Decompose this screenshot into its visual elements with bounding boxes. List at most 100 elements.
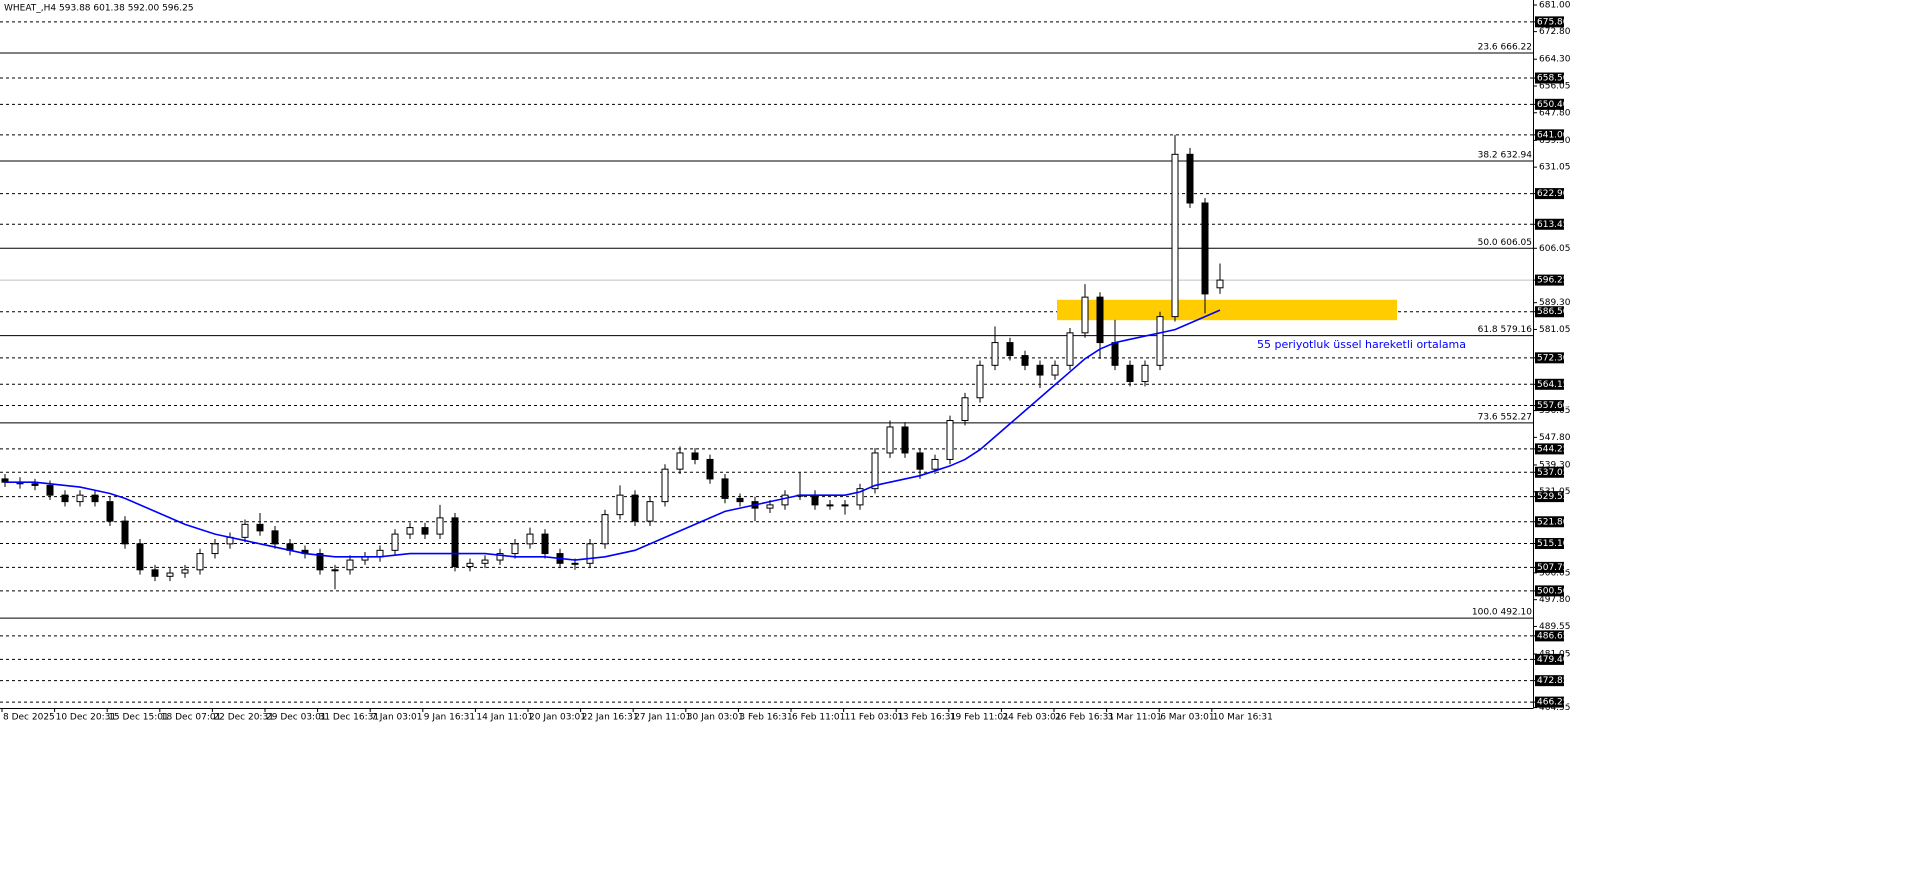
candle-body — [331, 569, 339, 572]
y-tick-label: 506.05 — [1539, 568, 1571, 578]
candle-body — [991, 342, 999, 366]
last-price-label: 596.25 — [1537, 276, 1569, 286]
candle-body — [451, 517, 459, 568]
level-label: 658.50 — [1537, 74, 1569, 84]
candle-body — [346, 559, 354, 571]
y-tick-label: 647.80 — [1539, 108, 1571, 118]
candle-body — [91, 494, 99, 503]
x-tick-label: 22 Jan 16:31 — [582, 713, 639, 723]
y-tick-label: 556.05 — [1539, 406, 1571, 416]
y-tick-label: 631.05 — [1539, 163, 1571, 173]
candle-body — [841, 504, 849, 507]
candle-body — [196, 553, 204, 571]
x-tick-label: 15 Dec 15:01 — [108, 713, 169, 723]
fib-label: 100.0 492.10 — [1472, 608, 1532, 618]
candle-body — [511, 543, 519, 555]
level-label: 521.80 — [1537, 517, 1569, 527]
x-tick-label: 10 Dec 20:31 — [56, 713, 117, 723]
candle-body — [241, 523, 249, 538]
fib-label: 23.6 666.22 — [1478, 42, 1532, 52]
level-label: 622.90 — [1537, 189, 1569, 199]
level-box — [1535, 675, 1564, 687]
candle-body — [1216, 279, 1224, 289]
x-tick-label: 20 Jan 03:01 — [529, 713, 586, 723]
candle-body — [1021, 355, 1029, 366]
candle-body — [391, 533, 399, 551]
candle-body — [1171, 153, 1179, 318]
x-tick-label: 7 Jan 03:01 — [371, 713, 422, 723]
candle-body — [1051, 364, 1059, 376]
level-box — [1535, 188, 1564, 200]
x-tick-label: 14 Jan 11:01 — [476, 713, 533, 723]
candle-body — [721, 478, 729, 499]
chart-title: WHEAT_,H4 593.88 601.38 592.00 596.25 — [4, 4, 194, 14]
level-label: 557.60 — [1537, 401, 1569, 411]
level-label: 572.30 — [1537, 353, 1569, 363]
level-box — [1535, 561, 1564, 573]
level-box — [1535, 466, 1564, 478]
x-tick-label: 11 Feb 03:01 — [845, 713, 904, 723]
x-tick-label: 22 Dec 20:31 — [213, 713, 274, 723]
candle-body — [496, 553, 504, 561]
fib-label: 38.2 632.94 — [1478, 151, 1533, 161]
y-tick-label: 581.05 — [1539, 325, 1571, 335]
candle-body — [646, 501, 654, 522]
candle-body — [901, 426, 909, 454]
level-box — [1535, 443, 1564, 455]
y-tick-label: 681.00 — [1539, 0, 1571, 10]
x-tick-label: 19 Feb 11:01 — [950, 713, 1009, 723]
candle-body — [676, 452, 684, 470]
x-tick-label: 27 Jan 11:01 — [634, 713, 691, 723]
candle-body — [31, 483, 39, 486]
candle-body — [736, 497, 744, 503]
x-tick-label: 24 Feb 03:01 — [1002, 713, 1061, 723]
candle-body — [691, 452, 699, 460]
level-label: 515.10 — [1537, 539, 1569, 549]
y-tick-label: 497.80 — [1539, 595, 1571, 605]
candle-body — [1126, 364, 1134, 383]
candle-body — [106, 501, 114, 522]
y-tick-label: 589.30 — [1539, 298, 1571, 308]
level-label: 650.40 — [1537, 100, 1569, 110]
candle-body — [1156, 316, 1164, 366]
x-tick-label: 26 Feb 16:31 — [1055, 713, 1114, 723]
level-box — [1535, 72, 1564, 84]
level-label: 500.50 — [1537, 586, 1569, 596]
fib-label: 50.0 606.05 — [1478, 238, 1532, 248]
y-tick-label: 672.80 — [1539, 27, 1571, 37]
level-box — [1535, 516, 1564, 528]
candle-body — [136, 543, 144, 571]
candle-body — [916, 452, 924, 470]
x-tick-label: 13 Feb 16:31 — [897, 713, 956, 723]
candle-body — [76, 494, 84, 503]
candle-body — [436, 517, 444, 535]
level-box — [1535, 538, 1564, 550]
y-tick-label: 547.80 — [1539, 433, 1571, 443]
candle-body — [886, 426, 894, 454]
level-box — [1535, 378, 1564, 390]
candle-body — [1141, 364, 1149, 383]
candle-body — [151, 569, 159, 577]
ema-line — [5, 309, 1221, 561]
candle-body — [1186, 153, 1194, 204]
level-label: 472.85 — [1537, 676, 1569, 686]
level-box — [1535, 16, 1564, 28]
level-label: 486.65 — [1537, 631, 1569, 641]
candle-body — [181, 569, 189, 574]
fib-label: 73.6 552.27 — [1478, 412, 1532, 422]
candle-body — [661, 468, 669, 503]
candle-body — [961, 397, 969, 421]
candle-body — [931, 458, 939, 470]
x-tick-label: 30 Jan 03:01 — [687, 713, 744, 723]
candle-body — [811, 494, 819, 506]
candle-body — [1006, 342, 1014, 357]
level-label: 466.25 — [1537, 698, 1569, 708]
candle-body — [1081, 296, 1089, 334]
x-tick-label: 29 Dec 03:01 — [266, 713, 327, 723]
fib-label: 61.8 579.16 — [1478, 325, 1533, 335]
level-box — [1535, 696, 1564, 708]
candle-body — [1036, 364, 1044, 376]
candle-body — [706, 458, 714, 480]
candle-body — [631, 494, 639, 522]
